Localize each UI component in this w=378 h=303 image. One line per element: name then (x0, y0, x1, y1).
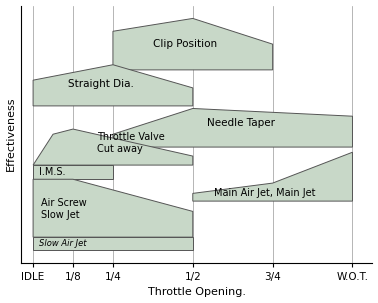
Polygon shape (33, 237, 193, 250)
Text: Clip Position: Clip Position (153, 39, 217, 49)
Polygon shape (33, 65, 193, 106)
Polygon shape (193, 152, 352, 201)
Polygon shape (113, 108, 352, 147)
Polygon shape (33, 179, 193, 237)
Text: Straight Dia.: Straight Dia. (68, 79, 134, 89)
Text: I.M.S.: I.M.S. (39, 167, 65, 177)
Text: Slow Air Jet: Slow Air Jet (39, 239, 87, 248)
Text: Air Screw
Slow Jet: Air Screw Slow Jet (41, 198, 87, 220)
Text: Needle Taper: Needle Taper (207, 118, 275, 128)
Polygon shape (33, 165, 113, 179)
Text: Main Air Jet, Main Jet: Main Air Jet, Main Jet (214, 188, 315, 198)
Polygon shape (33, 129, 193, 165)
Text: Throttle Valve
Cut away: Throttle Valve Cut away (97, 132, 165, 154)
X-axis label: Throttle Opening.: Throttle Opening. (148, 288, 246, 298)
Y-axis label: Effectiveness: Effectiveness (6, 97, 15, 171)
Polygon shape (113, 18, 273, 70)
